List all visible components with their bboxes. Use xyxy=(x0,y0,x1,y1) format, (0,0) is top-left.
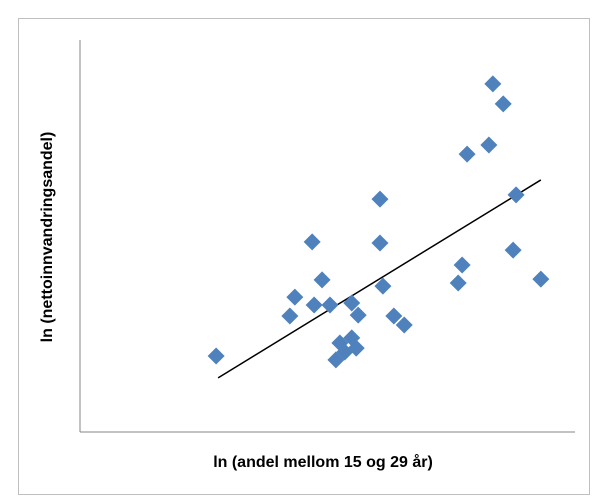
point xyxy=(507,186,525,204)
point xyxy=(449,274,467,292)
point xyxy=(286,288,304,306)
point xyxy=(281,307,299,325)
point xyxy=(349,306,367,324)
point xyxy=(343,294,361,312)
point xyxy=(385,307,403,325)
point xyxy=(504,241,522,259)
point xyxy=(303,233,321,251)
point xyxy=(395,316,413,334)
chart-border xyxy=(18,18,590,495)
point xyxy=(453,256,471,274)
trend-line xyxy=(217,179,542,379)
x-axis-label: ln (andel mellom 15 og 29 år) xyxy=(213,453,433,471)
point xyxy=(347,339,365,357)
point xyxy=(305,296,323,314)
point xyxy=(313,271,331,289)
point xyxy=(371,190,389,208)
y-axis-label: ln (nettoinnvandringsandel) xyxy=(39,132,56,343)
point xyxy=(458,145,476,163)
point xyxy=(532,270,550,288)
point xyxy=(374,277,392,295)
point xyxy=(480,136,498,154)
point xyxy=(321,296,339,314)
point xyxy=(494,95,512,113)
point xyxy=(207,347,225,365)
point xyxy=(371,234,389,252)
point xyxy=(484,75,502,93)
